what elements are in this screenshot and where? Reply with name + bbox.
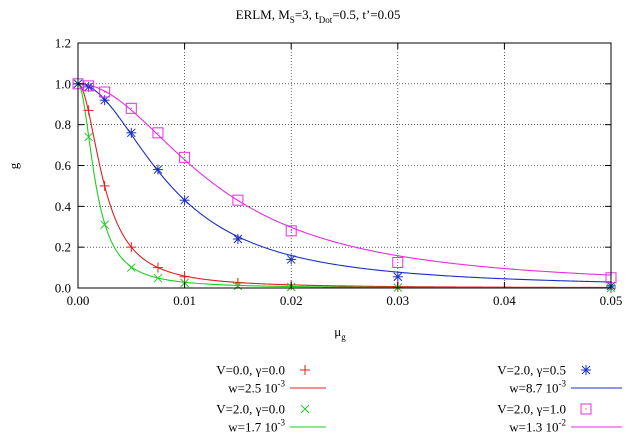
data-point xyxy=(152,127,164,139)
data-point xyxy=(99,86,111,98)
data-point xyxy=(232,234,243,244)
y-tick-label: 0.2 xyxy=(55,240,71,255)
data-point xyxy=(152,164,163,175)
chart-title: ERLM, MS=3, tDot=0.5, t’=0.05 xyxy=(236,7,401,25)
title-rest: =0.5, t’=0.05 xyxy=(332,7,400,22)
y-tick-label: 0.6 xyxy=(55,158,72,173)
data-point xyxy=(300,404,310,414)
title-main: ERLM, M xyxy=(236,7,291,22)
data-point xyxy=(392,271,403,282)
y-axis-label: g xyxy=(6,162,21,169)
data-point xyxy=(233,281,243,291)
x-tick-label: 0.00 xyxy=(67,293,90,308)
legend: V=0.0, γ=0.0w=2.5 10-3 V=2.0, γ=0.0w=1.7 … xyxy=(216,363,622,435)
title-ms-val: =3, t xyxy=(295,7,319,22)
x-tick-label: 0.02 xyxy=(280,293,303,308)
axis-ticks: 0.00 0.01 0.02 0.03 0.04 0.05 0.0 0.2 0.4 0.6 0.8 1… xyxy=(55,36,623,309)
y-tick-label: 1.0 xyxy=(55,76,71,91)
x-tick-label: 0.04 xyxy=(493,293,516,308)
x-axis-label: μg xyxy=(334,324,346,342)
data-point xyxy=(153,273,163,283)
y-tick-label: 1.2 xyxy=(55,36,71,51)
fit-curve xyxy=(77,83,612,283)
y-tick-label: 0.4 xyxy=(55,199,72,214)
data-point xyxy=(99,180,110,191)
fit-curves xyxy=(77,83,612,289)
legend-fit-label: w=2.5 10-3 xyxy=(228,379,285,396)
x-tick-label: 0.01 xyxy=(173,293,196,308)
title-td-sub: Dot xyxy=(319,15,333,25)
data-point xyxy=(126,242,137,253)
data-point xyxy=(126,127,137,138)
data-point xyxy=(125,102,137,114)
data-point xyxy=(285,225,297,237)
data-point xyxy=(179,271,190,282)
legend-entry-label: V=2.0, γ=0.5 xyxy=(497,363,566,378)
data-point xyxy=(152,262,163,273)
data-point xyxy=(179,151,191,163)
data-point xyxy=(126,263,136,272)
grid xyxy=(78,43,611,288)
fit-curve xyxy=(77,83,611,289)
data-points xyxy=(72,78,617,293)
data-point xyxy=(392,256,404,268)
data-point xyxy=(286,254,297,265)
x-tick-label: 0.05 xyxy=(600,293,623,308)
data-point xyxy=(83,81,94,92)
data-point xyxy=(300,365,310,375)
fit-curve xyxy=(77,83,612,276)
fit-curve xyxy=(77,83,611,289)
title-ms-sub: S xyxy=(290,15,295,25)
legend-fit-label: w=1.3 10-2 xyxy=(509,418,566,435)
data-point xyxy=(179,195,190,206)
legend-fit-label: w=8.7 10-3 xyxy=(509,379,566,396)
legend-entry-label: V=2.0, γ=0.0 xyxy=(216,402,285,417)
data-point xyxy=(232,194,244,206)
x-tick-label: 0.03 xyxy=(386,293,409,308)
data-point xyxy=(83,105,94,116)
data-point xyxy=(83,80,95,92)
data-point xyxy=(581,365,591,375)
x-axis-label-main: μ xyxy=(334,324,341,339)
data-point xyxy=(100,220,110,230)
data-point xyxy=(84,132,94,142)
legend-entry-label: V=0.0, γ=0.0 xyxy=(216,363,285,378)
y-tick-label: 0.0 xyxy=(55,281,71,296)
legend-fit-label: w=1.7 10-3 xyxy=(228,418,285,435)
data-point xyxy=(580,403,592,415)
y-tick-label: 0.8 xyxy=(55,117,71,132)
legend-entry-label: V=2.0, γ=1.0 xyxy=(497,402,566,417)
x-axis-label-sub: g xyxy=(341,332,346,342)
